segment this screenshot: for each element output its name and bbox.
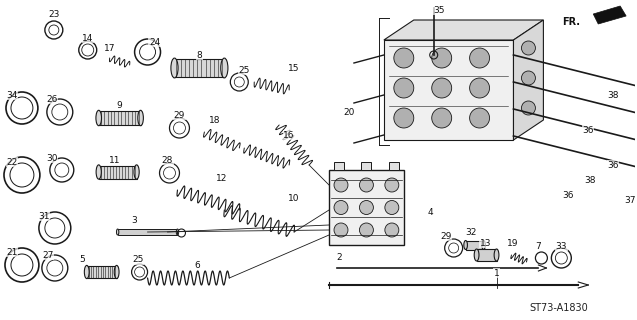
Text: 11: 11 [109, 156, 120, 164]
Circle shape [334, 223, 348, 237]
Circle shape [432, 48, 452, 68]
Bar [334, 162, 344, 170]
Bar [175, 59, 224, 77]
Text: 18: 18 [208, 116, 220, 124]
Text: 6: 6 [194, 260, 200, 269]
Circle shape [522, 101, 536, 115]
Circle shape [385, 201, 399, 214]
Polygon shape [513, 20, 543, 140]
Text: FR.: FR. [562, 17, 580, 27]
Bar [118, 229, 178, 235]
Text: 28: 28 [162, 156, 173, 164]
Text: 3: 3 [132, 215, 138, 225]
Bar [476, 249, 496, 261]
Circle shape [385, 223, 399, 237]
Text: 2: 2 [336, 253, 342, 262]
Ellipse shape [494, 249, 499, 261]
Ellipse shape [464, 241, 468, 250]
Text: 13: 13 [480, 238, 491, 247]
Circle shape [394, 78, 414, 98]
Bar [87, 266, 117, 278]
Text: 36: 36 [562, 190, 574, 199]
Circle shape [522, 41, 536, 55]
Ellipse shape [114, 265, 119, 279]
Text: 26: 26 [46, 94, 57, 103]
Text: 23: 23 [48, 10, 59, 19]
Ellipse shape [96, 110, 101, 126]
Ellipse shape [84, 265, 89, 279]
Text: 29: 29 [174, 110, 185, 119]
Text: 36: 36 [582, 125, 594, 134]
Circle shape [469, 78, 490, 98]
Text: 21: 21 [6, 247, 18, 257]
Text: 36: 36 [608, 161, 619, 170]
Text: 8: 8 [197, 51, 203, 60]
Text: 15: 15 [289, 63, 300, 73]
Text: 20: 20 [343, 108, 355, 116]
Circle shape [359, 178, 373, 192]
Circle shape [359, 223, 373, 237]
Ellipse shape [176, 229, 178, 235]
Text: 12: 12 [216, 173, 227, 182]
Circle shape [359, 201, 373, 214]
Ellipse shape [482, 241, 485, 250]
Circle shape [334, 178, 348, 192]
Text: 37: 37 [624, 196, 636, 204]
Text: 14: 14 [82, 34, 94, 43]
Circle shape [334, 201, 348, 214]
Circle shape [385, 178, 399, 192]
Bar [361, 162, 371, 170]
Ellipse shape [96, 165, 101, 179]
Circle shape [469, 108, 490, 128]
Text: 24: 24 [149, 37, 160, 46]
Circle shape [432, 108, 452, 128]
Text: 17: 17 [104, 44, 115, 52]
Text: 29: 29 [440, 231, 452, 241]
Circle shape [522, 71, 536, 85]
Text: 38: 38 [608, 91, 619, 100]
Bar [99, 111, 141, 125]
Ellipse shape [221, 58, 228, 78]
Text: 34: 34 [6, 91, 18, 100]
Text: 9: 9 [117, 100, 122, 109]
Text: 35: 35 [433, 5, 445, 14]
Circle shape [469, 48, 490, 68]
Circle shape [432, 78, 452, 98]
Ellipse shape [117, 229, 119, 235]
Text: 38: 38 [585, 175, 596, 185]
Bar [389, 162, 399, 170]
Text: 7: 7 [536, 242, 541, 251]
Text: 32: 32 [465, 228, 476, 236]
Ellipse shape [171, 58, 178, 78]
Text: 4: 4 [428, 207, 434, 217]
Text: 22: 22 [6, 157, 18, 166]
Text: 27: 27 [42, 251, 54, 260]
Circle shape [394, 48, 414, 68]
Text: 16: 16 [283, 131, 295, 140]
Text: 25: 25 [132, 255, 143, 265]
Text: ST73-A1830: ST73-A1830 [529, 303, 588, 313]
Text: 31: 31 [38, 212, 50, 220]
Bar [466, 241, 483, 250]
Ellipse shape [474, 249, 479, 261]
Polygon shape [384, 20, 543, 40]
Text: 10: 10 [289, 194, 300, 203]
Text: 1: 1 [494, 268, 499, 277]
Text: 5: 5 [79, 255, 85, 265]
Circle shape [394, 108, 414, 128]
Polygon shape [384, 40, 513, 140]
Bar [329, 170, 404, 245]
Text: 30: 30 [46, 154, 57, 163]
Text: 19: 19 [507, 238, 519, 247]
Text: 33: 33 [555, 242, 567, 251]
Ellipse shape [138, 110, 143, 126]
Ellipse shape [134, 165, 140, 179]
Bar [99, 165, 136, 179]
Polygon shape [593, 6, 626, 24]
Text: 25: 25 [239, 66, 250, 75]
